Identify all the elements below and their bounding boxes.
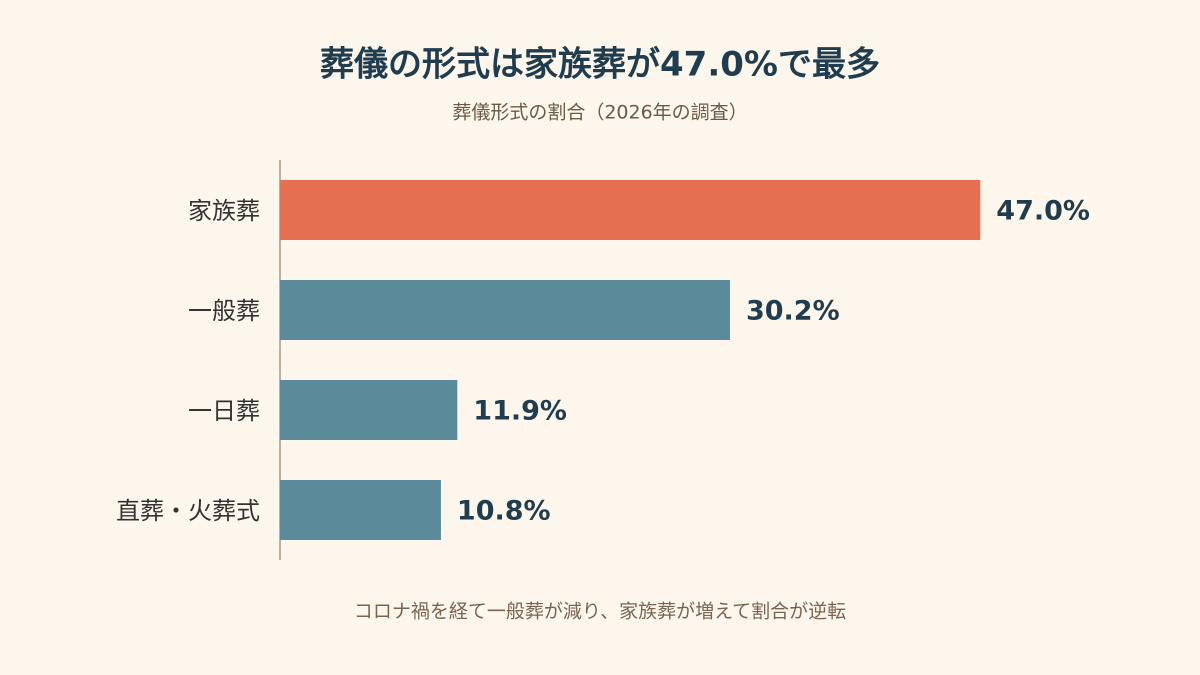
- value-label: 30.2%: [746, 296, 840, 327]
- chart-note: コロナ禍を経て一般葬が減り、家族葬が増えて割合が逆転: [354, 601, 846, 623]
- bar: [280, 480, 441, 540]
- y-tick-label: 一般葬: [188, 297, 260, 325]
- y-tick-label: 直葬・火葬式: [116, 497, 260, 525]
- value-label: 11.9%: [473, 396, 567, 427]
- chart-subtitle: 葬儀形式の割合（2026年の調査）: [452, 102, 747, 124]
- bar: [280, 280, 730, 340]
- y-tick-label: 一日葬: [188, 397, 260, 425]
- bar: [280, 380, 458, 440]
- bar: [280, 180, 981, 240]
- chart-title: 葬儀の形式は家族葬が47.0%で最多: [320, 45, 880, 85]
- y-tick-label: 家族葬: [188, 197, 260, 225]
- value-label: 10.8%: [457, 496, 551, 527]
- value-label: 47.0%: [996, 196, 1090, 227]
